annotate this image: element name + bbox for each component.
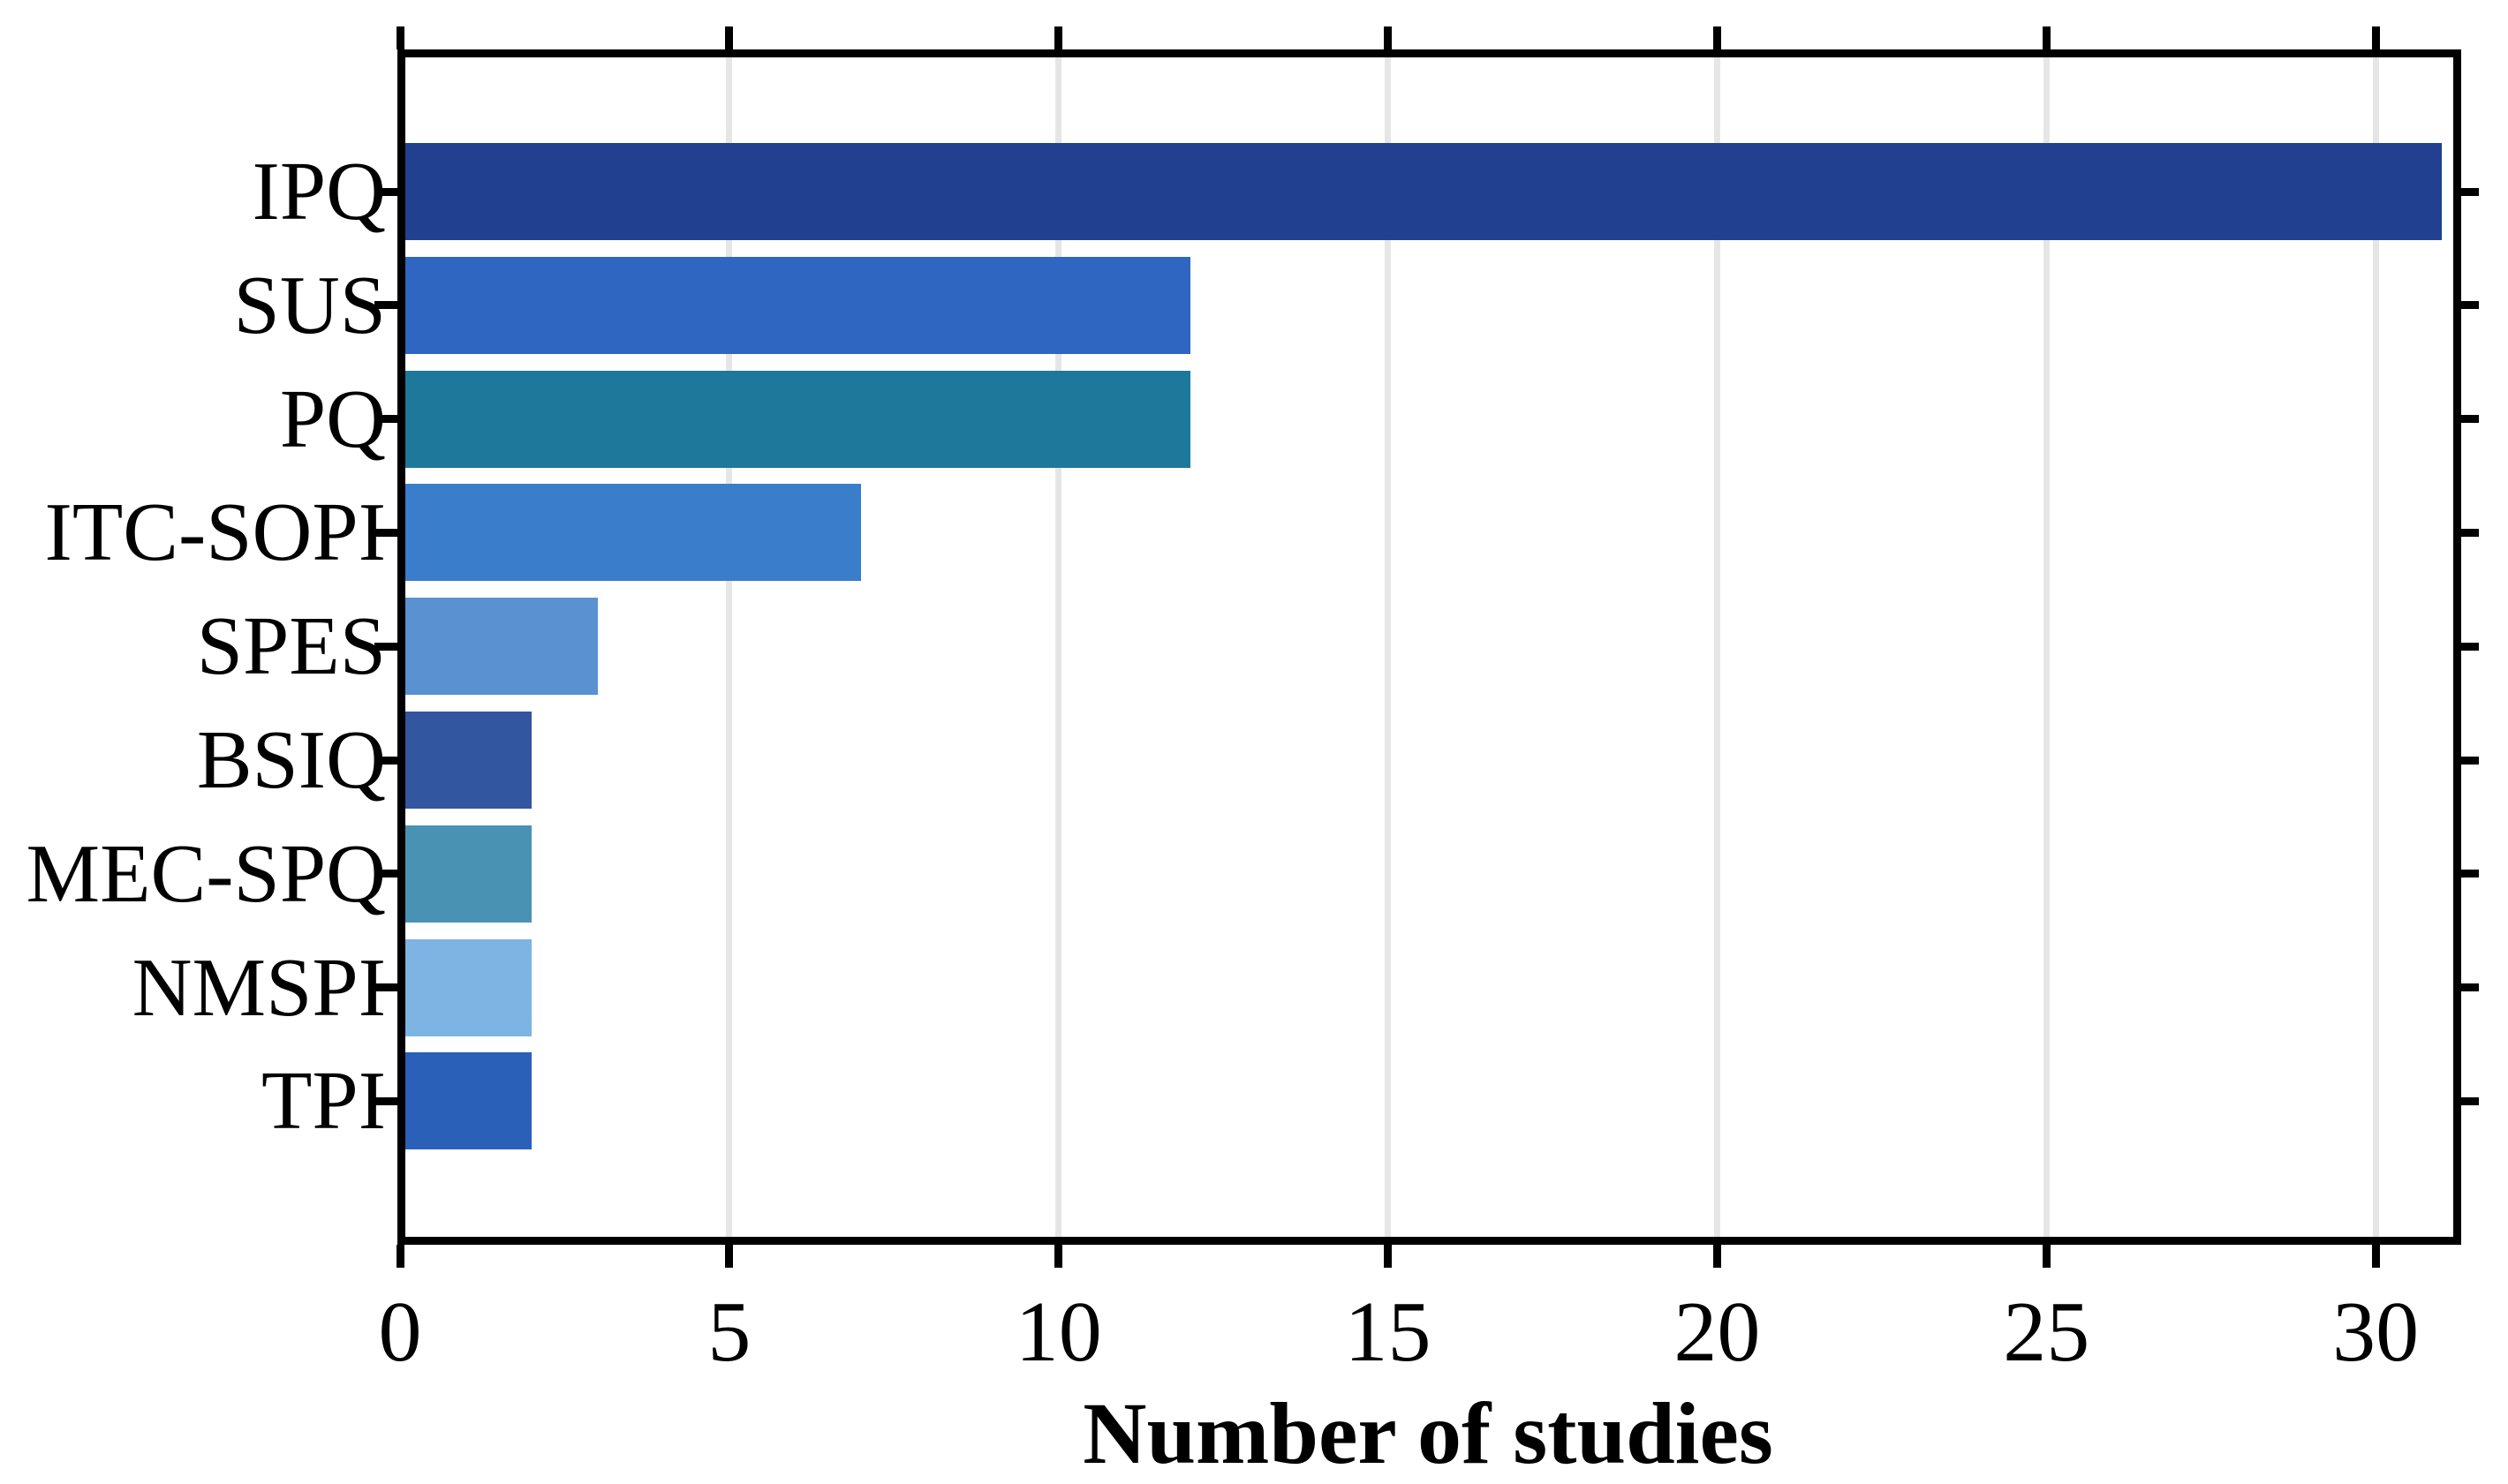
gridline-20 xyxy=(1713,57,1720,1237)
gridline-25 xyxy=(2043,57,2050,1237)
x-tick-bottom-5 xyxy=(725,1245,734,1268)
y-tick-left-tpi xyxy=(374,1096,397,1105)
x-tick-top-15 xyxy=(1384,26,1393,49)
y-tick-left-itc-sopi xyxy=(374,528,397,537)
x-tick-top-5 xyxy=(725,26,734,49)
x-tick-bottom-20 xyxy=(1712,1245,1721,1268)
x-tick-bottom-0 xyxy=(396,1245,404,1268)
y-tick-label-nmspi: NMSPI xyxy=(132,941,386,1034)
x-axis-title: Number of studies xyxy=(1083,1384,1773,1482)
x-tick-label-20: 20 xyxy=(1673,1284,1761,1380)
bar-itc-sopi xyxy=(405,484,861,582)
y-tick-left-pq xyxy=(374,415,397,424)
gridline-10 xyxy=(1055,57,1062,1237)
x-tick-top-30 xyxy=(2371,26,2380,49)
x-tick-top-20 xyxy=(1712,26,1721,49)
bar-tpi xyxy=(405,1052,533,1150)
y-tick-right-tpi xyxy=(2461,1096,2479,1105)
gridline-5 xyxy=(726,57,733,1237)
y-tick-left-spes xyxy=(374,642,397,651)
y-tick-left-nmspi xyxy=(374,983,397,992)
y-tick-left-bsiq xyxy=(374,756,397,765)
x-tick-top-0 xyxy=(396,26,404,49)
y-tick-left-mec-spq xyxy=(374,870,397,878)
x-tick-label-25: 25 xyxy=(2003,1284,2090,1380)
y-tick-right-mec-spq xyxy=(2461,870,2479,878)
y-tick-left-sus xyxy=(374,301,397,310)
y-tick-label-sus: SUS xyxy=(233,259,386,351)
y-tick-right-pq xyxy=(2461,415,2479,424)
y-tick-label-pq: PQ xyxy=(279,373,386,465)
y-tick-right-itc-sopi xyxy=(2461,528,2479,537)
gridline-30 xyxy=(2372,57,2379,1237)
y-tick-right-spes xyxy=(2461,642,2479,651)
y-tick-label-tpi: TPI xyxy=(261,1055,386,1148)
x-tick-bottom-25 xyxy=(2042,1245,2051,1268)
y-tick-label-bsiq: BSIQ xyxy=(196,714,386,806)
gridline-15 xyxy=(1385,57,1392,1237)
y-tick-right-nmspi xyxy=(2461,983,2479,992)
bar-bsiq xyxy=(405,712,533,809)
y-tick-label-itc-sopi: ITC-SOPI xyxy=(44,486,386,579)
y-tick-left-ipq xyxy=(374,187,397,196)
bar-ipq xyxy=(405,143,2442,240)
x-tick-bottom-10 xyxy=(1054,1245,1063,1268)
y-tick-right-bsiq xyxy=(2461,756,2479,765)
y-tick-right-sus xyxy=(2461,301,2479,310)
x-tick-label-5: 5 xyxy=(707,1284,752,1380)
x-tick-bottom-15 xyxy=(1384,1245,1393,1268)
x-tick-label-10: 10 xyxy=(1015,1284,1102,1380)
y-tick-right-ipq xyxy=(2461,187,2479,196)
bar-mec-spq xyxy=(405,825,533,923)
bar-pq xyxy=(405,370,1190,468)
bar-spes xyxy=(405,598,598,696)
y-tick-label-spes: SPES xyxy=(196,600,386,693)
x-tick-label-15: 15 xyxy=(1344,1284,1432,1380)
x-tick-label-0: 0 xyxy=(378,1284,422,1380)
x-tick-label-30: 30 xyxy=(2332,1284,2420,1380)
bar-nmspi xyxy=(405,938,533,1036)
y-tick-label-mec-spq: MEC-SPQ xyxy=(26,827,386,920)
plot-frame xyxy=(397,49,2461,1245)
y-tick-label-ipq: IPQ xyxy=(252,146,386,237)
x-tick-top-25 xyxy=(2042,26,2051,49)
bar-sus xyxy=(405,256,1190,354)
x-tick-bottom-30 xyxy=(2371,1245,2380,1268)
x-tick-top-10 xyxy=(1054,26,1063,49)
